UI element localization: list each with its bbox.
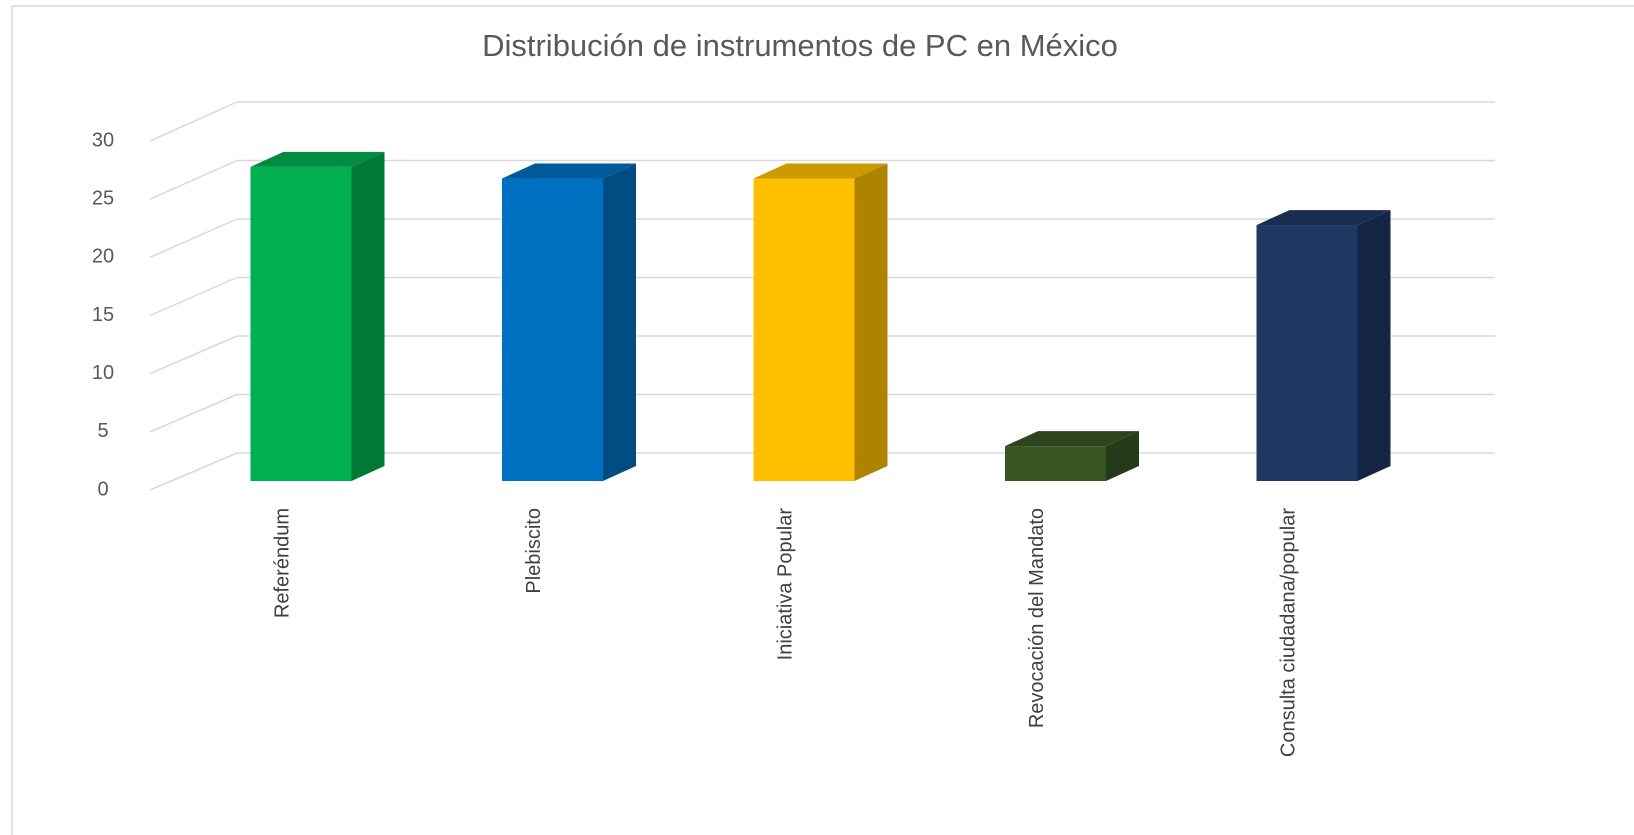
x-tick-label: Plebiscito [523,508,545,594]
bar [753,178,855,482]
y-tick-label: 30 [92,129,114,151]
bar [1256,225,1358,481]
y-tick-label: 10 [92,362,114,384]
grid-line [149,276,238,317]
bar-top [1256,210,1391,226]
chart-title: Distribución de instrumentos de PC en Mé… [482,28,1118,63]
y-tick-label: 15 [92,304,114,326]
bar [250,166,352,481]
y-tick-label: 0 [97,478,108,500]
grid-line [149,393,238,433]
grid-line [149,218,238,259]
x-tick-label: Iniciativa Popular [774,508,796,661]
x-tick-label: Referéndum [271,508,293,618]
bar-top [250,151,385,167]
y-tick-label: 5 [97,420,108,442]
grid-line [149,101,238,142]
bar-side [1106,431,1139,481]
bar-side [1357,210,1391,482]
x-tick-label: Consulta ciudadana/popular [1277,508,1299,757]
bar-top [502,163,636,179]
bar [1005,446,1106,481]
grid-line [149,335,238,375]
y-tick-label: 20 [92,246,114,268]
bar-side [351,151,385,481]
y-tick-label: 25 [92,187,114,209]
bar-top [753,163,888,179]
bar [502,178,603,482]
grid-line [149,159,238,200]
bar-side [603,163,636,482]
x-tick-label: Revocación del Mandato [1026,508,1048,728]
bar-top [1005,431,1139,447]
bar-side [854,163,888,482]
grid-line [149,452,238,491]
